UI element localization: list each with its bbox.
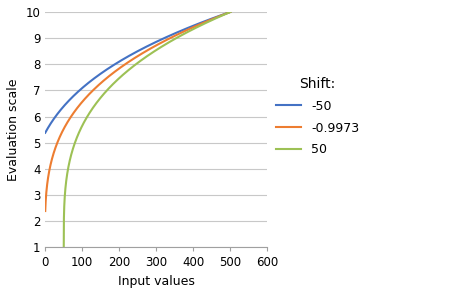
Y-axis label: Evaluation scale: Evaluation scale <box>7 78 20 181</box>
Line: -50: -50 <box>45 12 230 133</box>
-50 <box>188 25 194 28</box>
50 <box>142 56 147 60</box>
-50 <box>222 12 228 16</box>
50 <box>69 149 75 153</box>
50 <box>223 12 228 16</box>
-0.9973 <box>128 59 133 63</box>
-50 <box>42 131 48 135</box>
-50 <box>227 10 233 14</box>
-0.9973 <box>222 12 228 16</box>
-50 <box>132 51 138 54</box>
-0.9973 <box>42 209 48 213</box>
-50 <box>52 116 57 119</box>
-50 <box>222 12 228 16</box>
50 <box>223 12 228 16</box>
50 <box>61 246 66 249</box>
Legend: -50, -0.9973, 50: -50, -0.9973, 50 <box>276 77 359 156</box>
-0.9973 <box>222 12 228 16</box>
50 <box>227 10 233 14</box>
-50 <box>128 53 133 57</box>
-0.9973 <box>132 56 138 59</box>
Line: 50: 50 <box>64 12 230 248</box>
X-axis label: Input values: Input values <box>118 275 195 288</box>
50 <box>192 27 198 30</box>
-0.9973 <box>188 27 194 30</box>
-0.9973 <box>52 148 57 152</box>
-0.9973 <box>227 10 233 14</box>
50 <box>138 59 143 63</box>
Line: -0.9973: -0.9973 <box>45 12 230 211</box>
